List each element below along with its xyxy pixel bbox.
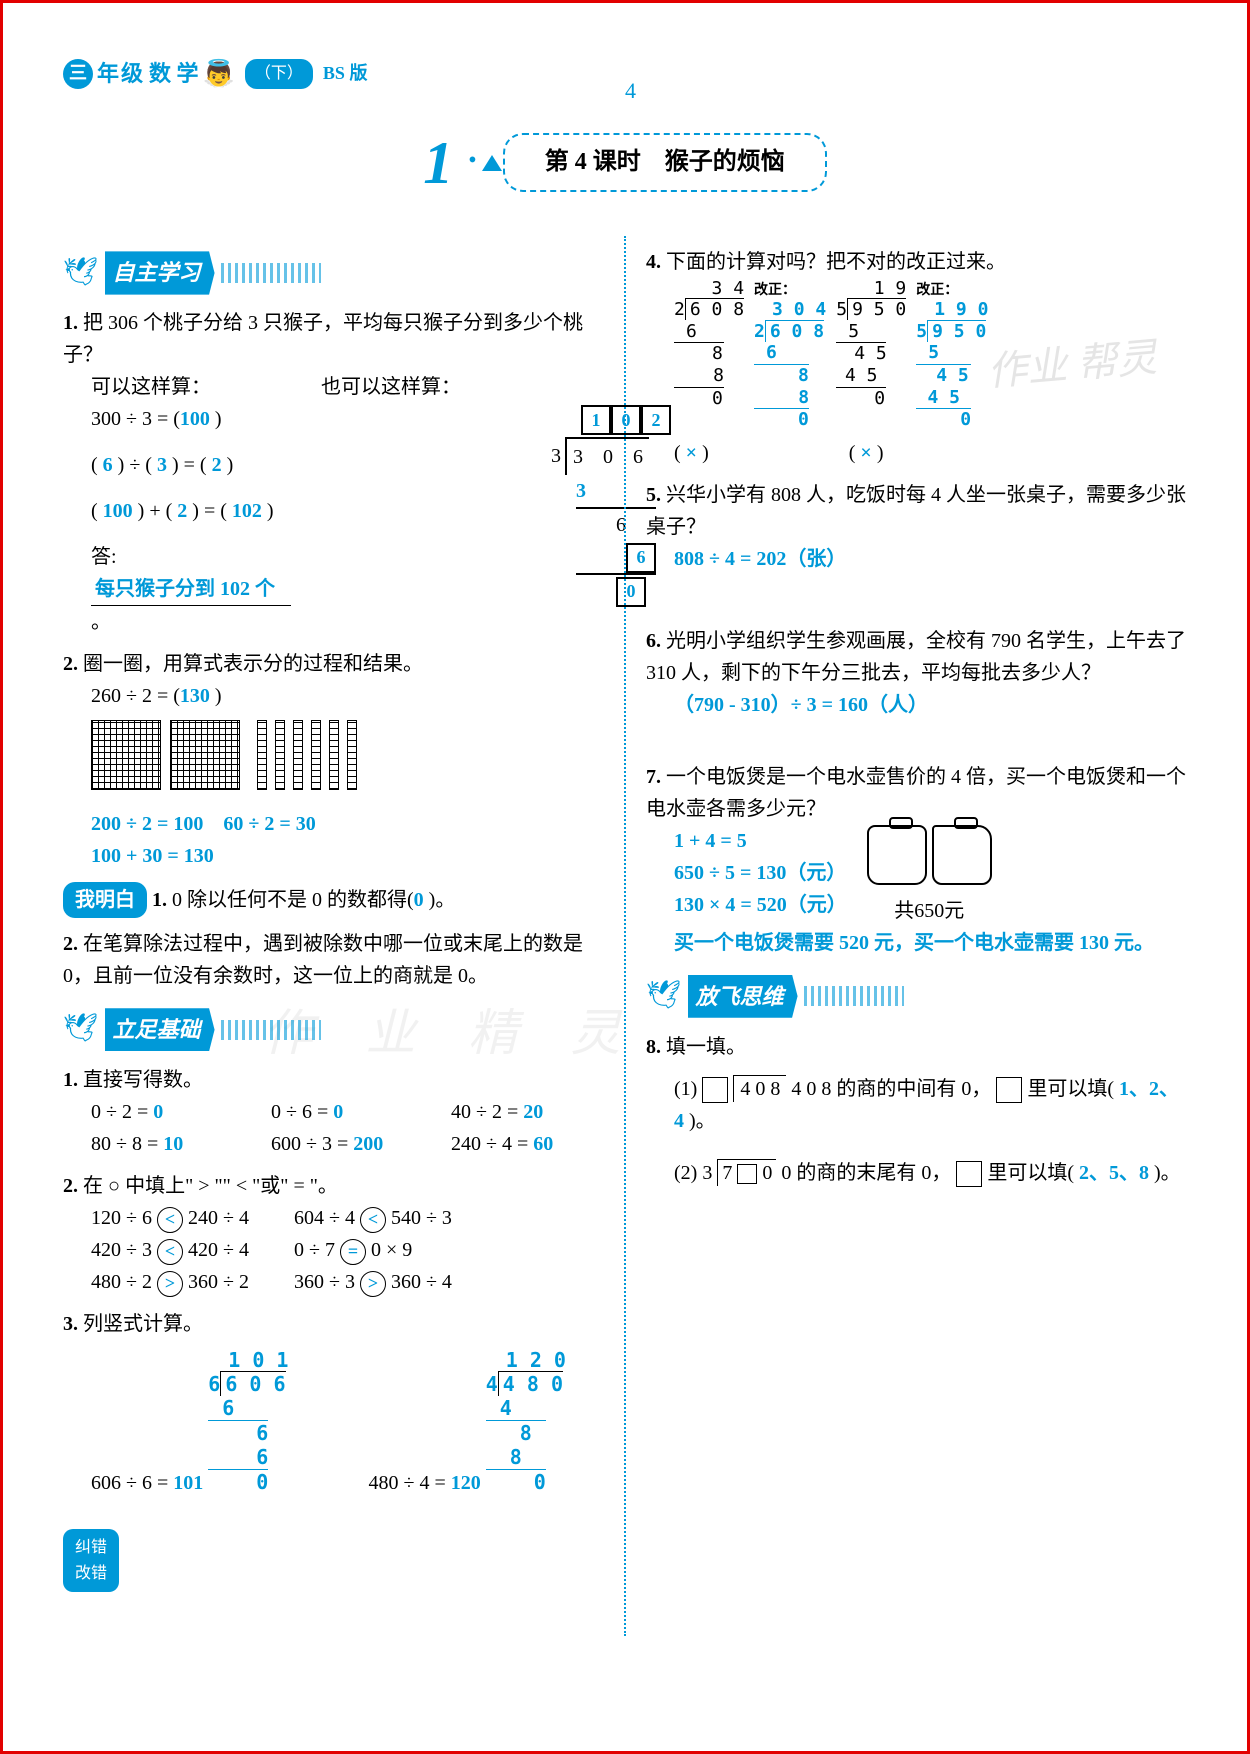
- question-6: 6. 光明小学组织学生参观画展，全校有 790 名学生，上午去了 310 人，剩…: [646, 625, 1187, 721]
- answer-text: 每只猴子分到 102 个: [91, 573, 291, 606]
- q-num: 2.: [63, 653, 78, 675]
- angel-icon: 👼: [203, 53, 235, 95]
- footer-badge: 纠错 改错: [63, 1529, 119, 1592]
- method2-label: 也可以这样算：: [321, 371, 671, 403]
- q2-line2: 100 + 30 = 130: [63, 840, 604, 872]
- lesson-title-row: 1 • 第 4 课时 猴子的烦恼: [63, 115, 1187, 211]
- ten-block: [257, 720, 267, 790]
- blank-box: [996, 1077, 1022, 1103]
- q-num: 1.: [63, 312, 78, 334]
- version-text: BS 版: [323, 59, 368, 88]
- answer-label: 答:: [91, 546, 117, 568]
- section-thinking: 🕊 放飞思维: [646, 974, 1187, 1019]
- q-text: 圈一圈，用算式表示分的过程和结果。: [83, 653, 423, 675]
- wmb-badge: 我明白: [63, 882, 147, 918]
- page-number-top: 4: [625, 73, 636, 108]
- question-5: 5. 兴华小学有 808 人，吃饭时每 4 人坐一张桌子，需要多少张桌子？ 80…: [646, 479, 1187, 575]
- basic-q2: 2. 在 ○ 中填上" > "" < "或" = "。 120 ÷ 6 < 24…: [63, 1170, 604, 1298]
- section-self-study: 🕊 自主学习: [63, 251, 604, 296]
- question-7: 7. 一个电饭煲是一个电水壶售价的 4 倍，买一个电饭煲和一个电水壶各需多少元？…: [646, 761, 1187, 959]
- lesson-title: 第 4 课时 猴子的烦恼: [503, 133, 827, 191]
- left-column: 🕊 自主学习 1. 把 306 个桃子分给 3 只猴子，平均每只猴子分到多少个桃…: [63, 236, 604, 1636]
- section-label: 自主学习: [105, 251, 215, 294]
- dots-icon: [804, 986, 904, 1006]
- triangle-icon: [482, 155, 502, 171]
- grade-text: 年级: [97, 56, 145, 91]
- right-column: 4. 下面的计算对吗？把不对的改正过来。 3 4 26 0 8 6 8 8 0 …: [646, 236, 1187, 1636]
- grade-badge: 三 年级 数 学 👼 （下） BS 版: [63, 53, 367, 95]
- subject-text: 数 学: [149, 56, 199, 91]
- column-divider: [624, 236, 626, 1636]
- blank-box: [956, 1161, 982, 1187]
- basic-q1: 1. 直接写得数。 0 ÷ 2 = 0 0 ÷ 6 = 0 40 ÷ 2 = 2…: [63, 1064, 604, 1160]
- question-2: 2. 圈一圈，用算式表示分的过程和结果。 260 ÷ 2 = (130 ) 20…: [63, 648, 604, 872]
- hundred-block: [91, 720, 161, 790]
- price-label: 共650元: [867, 895, 992, 927]
- bird-icon: 🕊: [63, 251, 99, 296]
- bird-icon: 🕊: [63, 1007, 99, 1052]
- method1-label: 可以这样算：: [91, 371, 291, 403]
- sub-badge: （下）: [245, 59, 313, 89]
- section-label: 立足基础: [105, 1008, 215, 1051]
- rice-cooker-icon: [867, 825, 927, 885]
- q5-answer: 808 ÷ 4 = 202（张）: [646, 543, 1187, 575]
- content-columns: 🕊 自主学习 1. 把 306 个桃子分给 3 只猴子，平均每只猴子分到多少个桃…: [63, 236, 1187, 1636]
- basic-q3: 3. 列竖式计算。 606 ÷ 6 = 101 1 0 1 66 0 6 6 6…: [63, 1308, 604, 1499]
- bird-icon: 🕊: [646, 974, 682, 1019]
- dots-icon: [221, 1020, 321, 1040]
- q2-line1: 200 ÷ 2 = 100 60 ÷ 2 = 30: [63, 808, 604, 840]
- blank-box: [702, 1077, 728, 1103]
- section-label: 放飞思维: [688, 975, 798, 1018]
- q6-answer: （790 - 310）÷ 3 = 160（人）: [646, 689, 1187, 721]
- question-1: 1. 把 306 个桃子分给 3 只猴子，平均每只猴子分到多少个桃子？ 可以这样…: [63, 307, 604, 638]
- unit-number: 1: [423, 115, 453, 211]
- question-8: 8. 填一填。 (1) 4 0 8 4 0 8 的商的中间有 0， 里可以填( …: [646, 1031, 1187, 1189]
- insight-block: 我明白 1. 0 除以任何不是 0 的数都得(0 )。: [63, 882, 604, 918]
- grade-circle: 三: [63, 59, 93, 89]
- q-text: 把 306 个桃子分给 3 只猴子，平均每只猴子分到多少个桃子？: [63, 312, 583, 366]
- hundred-block: [170, 720, 240, 790]
- dots-icon: [221, 263, 321, 283]
- kettle-icon: [932, 825, 992, 885]
